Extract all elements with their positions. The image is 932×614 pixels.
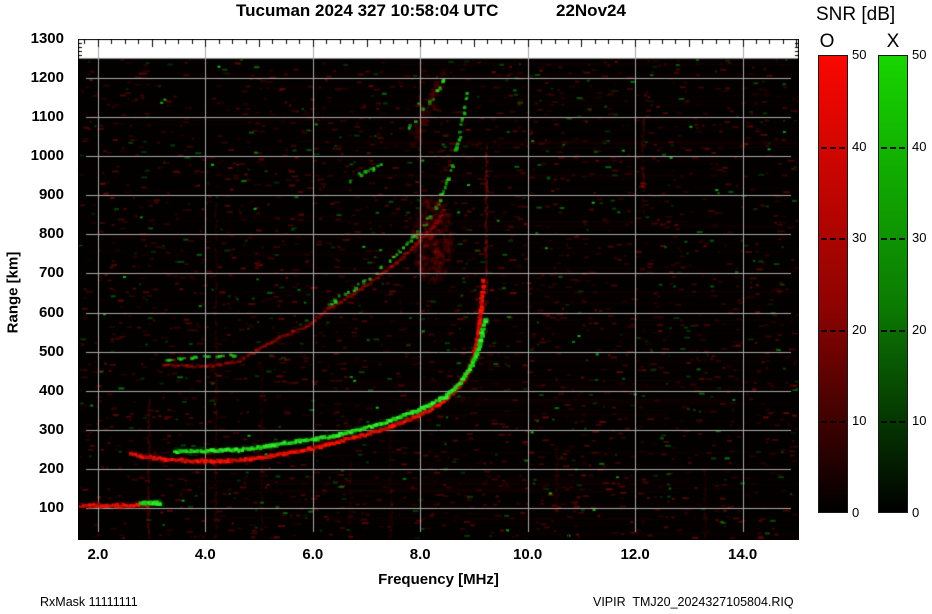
y-tick-label: 1200 bbox=[30, 69, 64, 87]
colorbar-tick-label: 50 bbox=[912, 47, 927, 62]
colorbar-tick-dash bbox=[881, 421, 905, 424]
colorbar-tick-label: 0 bbox=[912, 505, 920, 520]
colorbar-tick-dash bbox=[821, 146, 845, 149]
colorbar-tick-label: 40 bbox=[912, 138, 927, 154]
y-tick-label: 600 bbox=[38, 303, 64, 321]
x-tick-label: 14.0 bbox=[727, 546, 758, 563]
x-tick-label: 8.0 bbox=[409, 546, 431, 563]
y-tick-label: 700 bbox=[38, 264, 64, 282]
filename-label: VIPIR TMJ20_2024327105804.RIQ bbox=[593, 595, 794, 609]
colorbar-tick-label: 50 bbox=[852, 47, 867, 62]
colorbar-tick-dash bbox=[821, 329, 845, 332]
colorbar-tick-label: 20 bbox=[852, 321, 867, 337]
x-tick-label: 2.0 bbox=[87, 546, 109, 563]
x-mode-colorbar bbox=[878, 55, 908, 513]
snr-colorbar-title: SNR [dB] bbox=[816, 4, 896, 25]
y-tick-label: 900 bbox=[38, 186, 64, 204]
colorbar-tick-label: 20 bbox=[912, 321, 927, 337]
colorbar-tick-dash bbox=[881, 238, 905, 241]
rxmask-label: RxMask 11111111 bbox=[40, 595, 138, 609]
colorbar-tick-dash bbox=[821, 421, 845, 424]
colorbar-tick-dash bbox=[881, 146, 905, 149]
colorbar-tick-label: 0 bbox=[852, 505, 860, 520]
y-tick-label: 200 bbox=[38, 459, 64, 477]
ionogram-canvas bbox=[78, 39, 799, 540]
colorbar-tick-label: 10 bbox=[852, 413, 867, 429]
y-tick-label: 1000 bbox=[30, 147, 64, 165]
frequency-axis-label: Frequency [MHz] bbox=[378, 571, 499, 588]
range-axis-label: Range [km] bbox=[4, 251, 22, 334]
plot-date-label: 22Nov24 bbox=[556, 1, 626, 20]
x-tick-label: 4.0 bbox=[194, 546, 216, 563]
colorbar-tick-label: 10 bbox=[912, 413, 927, 429]
colorbar-tick-dash bbox=[821, 238, 845, 241]
x-tick-label: 10.0 bbox=[513, 546, 543, 563]
o-mode-label: O bbox=[819, 31, 835, 52]
y-tick-label: 100 bbox=[38, 498, 64, 516]
y-tick-label: 800 bbox=[38, 225, 64, 243]
x-mode-label: X bbox=[886, 31, 900, 52]
colorbar-tick-label: 30 bbox=[912, 230, 927, 246]
colorbar-tick-label: 40 bbox=[852, 138, 867, 154]
y-tick-label: 1300 bbox=[30, 30, 64, 47]
colorbar-tick-dash bbox=[881, 329, 905, 332]
y-tick-label: 1100 bbox=[31, 108, 64, 126]
o-mode-colorbar bbox=[818, 55, 848, 513]
y-tick-label: 500 bbox=[38, 342, 64, 360]
x-tick-label: 6.0 bbox=[302, 546, 324, 563]
plot-title: Tucuman 2024 327 10:58:04 UTC bbox=[236, 1, 499, 20]
colorbar-tick-label: 30 bbox=[852, 230, 867, 246]
x-tick-label: 12.0 bbox=[620, 546, 650, 563]
y-tick-label: 400 bbox=[38, 381, 64, 399]
y-tick-label: 300 bbox=[38, 420, 64, 438]
